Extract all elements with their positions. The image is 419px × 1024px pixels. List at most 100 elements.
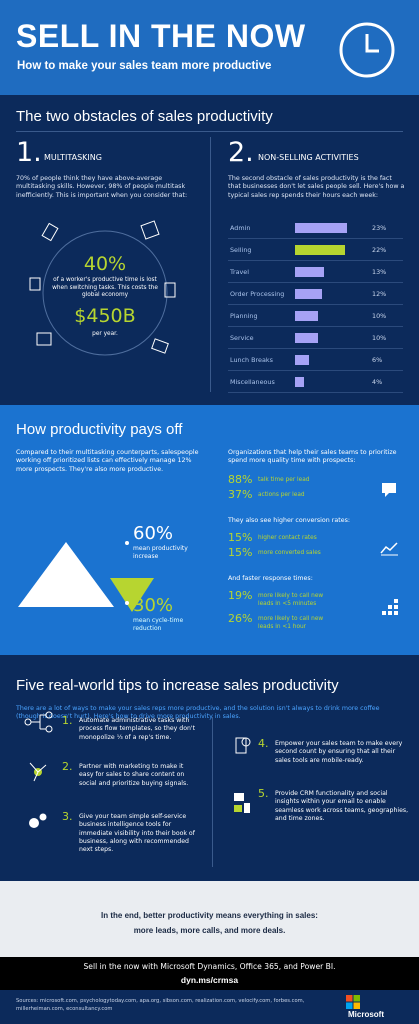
stat-text: mean productivity increase <box>133 545 188 560</box>
bar-label: Admin <box>230 224 251 232</box>
subtitle: How to make your sales team more product… <box>17 60 272 72</box>
stat-text: actions per lead <box>258 492 305 498</box>
paragraph: There are a lot of ways to make your sal… <box>16 705 380 721</box>
bar-label: Selling <box>230 246 252 254</box>
triangle-graphic <box>18 541 154 612</box>
bar-label: Travel <box>230 268 249 276</box>
bar <box>295 377 305 387</box>
value-label: 6% <box>372 356 383 364</box>
heading: MULTITASKING <box>44 153 102 162</box>
tip-text: Partner with marketing to make it easy f… <box>79 763 189 787</box>
paragraph: 70% of people think they have above-aver… <box>16 175 188 199</box>
conclusion: In the end, better productivity means ev… <box>0 881 419 957</box>
bar <box>295 355 309 365</box>
tip-number: 2. <box>62 760 73 773</box>
stat-value: 15% <box>228 531 253 544</box>
paragraph: The second obstacle of sales productivit… <box>228 175 405 199</box>
bar-row: Travel 13% <box>228 261 403 283</box>
bar-row: Lunch Breaks 6% <box>228 349 403 371</box>
value-label: 10% <box>372 334 387 342</box>
tip-text: Automate administrative tasks with proce… <box>79 717 196 741</box>
stat-value: 37% <box>228 488 253 501</box>
icons <box>380 483 398 615</box>
stat-text: more converted sales <box>258 550 321 556</box>
number: 1. <box>16 137 42 168</box>
obstacles: The two obstacles of sales productivity … <box>0 95 419 405</box>
bar <box>295 223 347 233</box>
stat: 30% <box>133 595 174 616</box>
stat-text: mean cycle-time reduction <box>133 617 184 632</box>
stat-value: 26% <box>228 612 253 625</box>
payoff: How productivity pays off Compared to th… <box>0 405 419 655</box>
bar <box>295 311 318 321</box>
header: SELL IN THE NOW How to make your sales t… <box>0 0 419 95</box>
value-label: 22% <box>372 246 387 254</box>
stat: 40% <box>83 253 127 275</box>
section-title: How productivity pays off <box>16 421 183 438</box>
value-label: 23% <box>372 224 387 232</box>
group-intro: They also see higher conversion rates: <box>228 517 350 524</box>
stat-text: more likely to call new leads in <5 minu… <box>258 593 324 607</box>
bar-row: Miscellaneous 4% <box>228 371 403 393</box>
footer-link[interactable]: dyn.ms/crmsa <box>180 975 239 985</box>
conclusion-line: more leads, more calls, and more deals. <box>133 926 286 935</box>
tip-number: 4. <box>258 737 269 750</box>
bar-row: Order Processing 12% <box>228 283 403 305</box>
paragraph: Compared to their multitasking counterpa… <box>16 449 199 473</box>
footer-text: Sell in the now with Microsoft Dynamics,… <box>83 962 336 971</box>
bar-row: Service 10% <box>228 327 403 349</box>
heading: NON-SELLING ACTIVITIES <box>258 153 359 162</box>
tip-number: 5. <box>258 787 269 800</box>
clock-icon <box>339 22 395 78</box>
value-label: 4% <box>372 378 383 386</box>
logo-squares <box>346 995 360 1009</box>
section-title: Five real-world tips to increase sales p… <box>16 677 339 694</box>
value-label: 12% <box>372 290 387 298</box>
sources: Sources: microsoft.com, psychologytoday.… <box>0 990 419 1024</box>
divider <box>16 131 403 132</box>
group-intro: Organizations that help their sales team… <box>228 449 397 465</box>
bar <box>295 267 325 277</box>
bar-label: Lunch Breaks <box>230 356 273 364</box>
section-title: The two obstacles of sales productivity <box>16 108 273 125</box>
bar-label: Miscellaneous <box>230 378 275 386</box>
divider <box>212 717 213 867</box>
stat-text: higher contact rates <box>258 535 317 541</box>
bar-label: Planning <box>230 312 258 320</box>
bar <box>295 245 345 255</box>
bar <box>295 333 318 343</box>
tip-text: Provide CRM functionality and social ins… <box>275 790 409 822</box>
amount-text: per year. <box>92 331 118 337</box>
stat-text: talk time per lead <box>258 477 310 483</box>
circle-graphic <box>29 220 176 356</box>
tip-icons <box>24 711 251 828</box>
bar-row: Planning 10% <box>228 305 403 327</box>
title: SELL IN THE NOW <box>16 18 306 54</box>
sources-text: Sources: microsoft.com, psychologytoday.… <box>16 998 305 1012</box>
conclusion-line: In the end, better productivity means ev… <box>101 911 318 920</box>
bar-label: Service <box>230 334 254 342</box>
value-label: 13% <box>372 268 387 276</box>
bar-row: Admin 23% <box>228 217 403 239</box>
divider <box>210 137 211 392</box>
stat-value: 15% <box>228 546 253 559</box>
number: 2. <box>228 137 254 168</box>
logo-text: Microsoft <box>348 1010 384 1019</box>
value-label: 10% <box>372 312 387 320</box>
amount: $450B <box>74 305 136 327</box>
stat: 60% <box>133 523 174 544</box>
bar-row: Selling 22% <box>228 239 403 261</box>
stat-text: more likely to call new leads in <1 hour <box>258 616 324 630</box>
bar <box>295 289 323 299</box>
tip-number: 1. <box>62 714 73 727</box>
tip-text: Empower your sales team to make every se… <box>275 740 403 764</box>
tip-number: 3. <box>62 810 73 823</box>
stat-text: of a worker's productive time is lost wh… <box>52 277 158 298</box>
bar-label: Order Processing <box>230 290 285 298</box>
stat-value: 19% <box>228 589 253 602</box>
footer: Sell in the now with Microsoft Dynamics,… <box>0 957 419 990</box>
stat-value: 88% <box>228 473 253 486</box>
tips: Five real-world tips to increase sales p… <box>0 655 419 881</box>
group-intro: And faster response times: <box>228 575 313 582</box>
